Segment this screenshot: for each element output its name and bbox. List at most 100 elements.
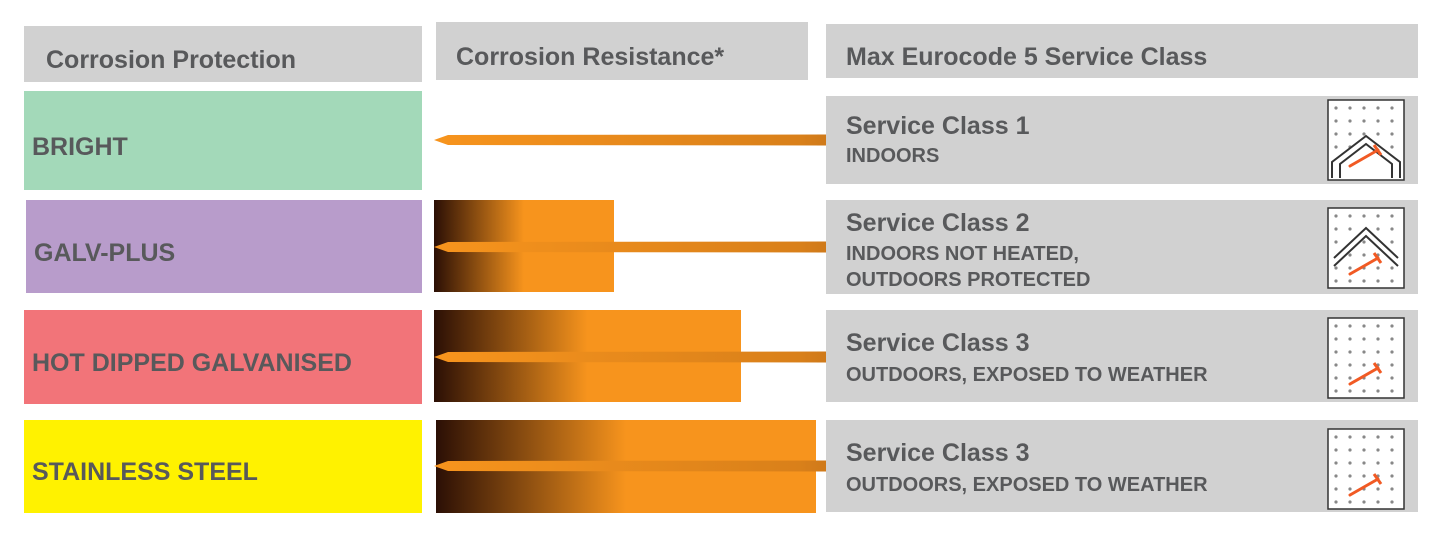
- rain-drop: [1334, 500, 1338, 504]
- icon-frame: [1327, 207, 1405, 289]
- rain-drop: [1376, 389, 1380, 393]
- protection-cell: [24, 310, 422, 404]
- rain-drop: [1390, 132, 1394, 136]
- rain-drop: [1334, 461, 1338, 465]
- weather-icon: [1327, 317, 1405, 399]
- rain-drop: [1376, 376, 1380, 380]
- roof: [1331, 224, 1401, 263]
- rain-drop: [1376, 119, 1380, 123]
- rain-drop: [1348, 324, 1352, 328]
- service-cell: [826, 310, 1418, 402]
- service-class: Service Class 1: [846, 112, 1030, 140]
- rain-drop: [1334, 119, 1338, 123]
- rain-drop: [1348, 337, 1352, 341]
- rain-drop: [1376, 214, 1380, 218]
- rain-drop: [1348, 461, 1352, 465]
- icon-nail-head: [1372, 252, 1383, 264]
- rain-drop: [1348, 448, 1352, 452]
- condition: OUTDOORS PROTECTED: [846, 269, 1090, 291]
- service-cell: [826, 200, 1418, 294]
- service-class: Service Class 3: [846, 329, 1029, 357]
- rain-drop: [1362, 214, 1366, 218]
- rain-drop: [1348, 389, 1352, 393]
- rain-drop: [1390, 350, 1394, 354]
- service-class: Service Class 2: [846, 209, 1029, 237]
- rain-drop: [1348, 119, 1352, 123]
- rain-drop: [1376, 500, 1380, 504]
- service-cell: [826, 420, 1418, 512]
- rain-drop: [1376, 337, 1380, 341]
- rain-drop: [1362, 106, 1366, 110]
- rain-drop: [1334, 435, 1338, 439]
- rain-drop: [1348, 227, 1352, 231]
- rain-drop: [1348, 132, 1352, 136]
- rain-drop: [1348, 363, 1352, 367]
- protection-label: GALV-PLUS: [34, 239, 175, 267]
- header-text: Corrosion Protection: [46, 46, 296, 74]
- rain-drop: [1376, 106, 1380, 110]
- rain-drop: [1334, 132, 1338, 136]
- rain-drop: [1376, 461, 1380, 465]
- rain-drop: [1362, 324, 1366, 328]
- service-class: Service Class 3: [846, 439, 1029, 467]
- rain-drop: [1334, 279, 1338, 283]
- rain-drop: [1362, 240, 1366, 244]
- rain-drop: [1376, 227, 1380, 231]
- rain-drop: [1376, 487, 1380, 491]
- rain-drop: [1362, 253, 1366, 257]
- rain-drop: [1390, 106, 1394, 110]
- rain-drop: [1362, 448, 1366, 452]
- rain-drop: [1362, 132, 1366, 136]
- header-cell: [24, 26, 422, 82]
- rain-drop: [1362, 435, 1366, 439]
- rain-drop: [1376, 132, 1380, 136]
- header-cell: [826, 24, 1418, 78]
- service-cell: [826, 96, 1418, 184]
- weather-icon: [1327, 99, 1405, 181]
- rain-drop: [1348, 474, 1352, 478]
- rain-drop: [1334, 324, 1338, 328]
- rain-drop: [1334, 376, 1338, 380]
- rain-drop: [1334, 448, 1338, 452]
- condition: INDOORS: [846, 145, 939, 167]
- icon-nail-head: [1372, 144, 1383, 156]
- rain-drop: [1362, 500, 1366, 504]
- protection-label: BRIGHT: [32, 133, 128, 161]
- protection-label: HOT DIPPED GALVANISED: [32, 349, 352, 377]
- rain-drop: [1362, 389, 1366, 393]
- rain-drop: [1390, 363, 1394, 367]
- rain-drop: [1376, 435, 1380, 439]
- rain-drop: [1348, 214, 1352, 218]
- roof: [1333, 234, 1399, 267]
- rain-drop: [1362, 279, 1366, 283]
- rain-drop: [1334, 214, 1338, 218]
- header-text: Corrosion Resistance*: [456, 43, 724, 71]
- rain-drop: [1376, 324, 1380, 328]
- weather-icon: [1327, 207, 1405, 289]
- rain-drop: [1390, 474, 1394, 478]
- protection-cell: [26, 200, 422, 293]
- rain-drop: [1390, 240, 1394, 244]
- icon-nail-head: [1372, 362, 1383, 374]
- rain-drop: [1348, 350, 1352, 354]
- rain-drop: [1334, 145, 1338, 149]
- rain-drop: [1390, 337, 1394, 341]
- rain-drop: [1362, 363, 1366, 367]
- protection-cell: [24, 91, 422, 190]
- roof: [1333, 226, 1399, 259]
- rain-drop: [1390, 448, 1394, 452]
- rain-drop: [1334, 240, 1338, 244]
- rain-drop: [1348, 266, 1352, 270]
- rain-drop: [1334, 266, 1338, 270]
- rain-drop: [1334, 487, 1338, 491]
- rain-drop: [1390, 487, 1394, 491]
- icon-nail: [1348, 366, 1380, 386]
- rain-drop: [1348, 106, 1352, 110]
- rain-drop: [1362, 461, 1366, 465]
- icon-nail: [1348, 256, 1380, 276]
- protection-cell: [24, 420, 422, 513]
- rain-drop: [1362, 350, 1366, 354]
- house: [1339, 142, 1393, 178]
- rain-drop: [1348, 279, 1352, 283]
- condition: OUTDOORS, EXPOSED TO WEATHER: [846, 364, 1208, 386]
